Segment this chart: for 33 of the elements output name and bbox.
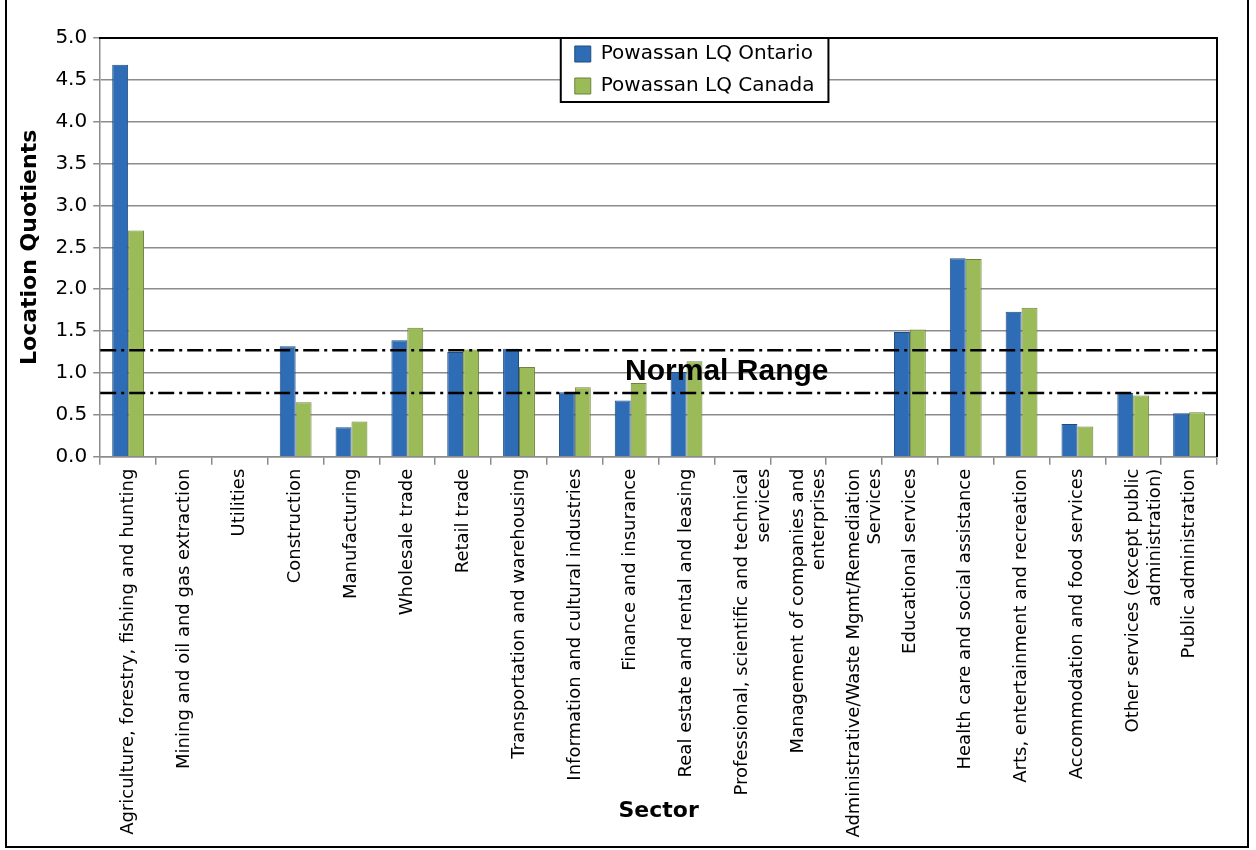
x-tick-label: Health care and social assistance bbox=[953, 468, 975, 770]
y-tick-label: 0.0 bbox=[55, 442, 88, 467]
x-tick-label: Real estate and rental and leasing bbox=[674, 468, 696, 778]
x-tick-label: Other services (except public administration) bbox=[1120, 468, 1164, 733]
x-tick-label: Finance and insurance bbox=[618, 468, 640, 671]
legend-label: Powassan LQ Ontario bbox=[600, 40, 813, 65]
y-tick-label: 4.0 bbox=[55, 107, 88, 132]
x-tick-label: Retail trade bbox=[450, 468, 472, 574]
y-tick-label: 1.0 bbox=[55, 359, 88, 384]
x-tick-label: Accommodation and food services bbox=[1065, 468, 1087, 780]
x-tick-label: Arts, entertainment and recreation bbox=[1009, 468, 1031, 783]
legend-label: Powassan LQ Canada bbox=[600, 72, 815, 97]
y-tick-label: 5.0 bbox=[55, 24, 88, 49]
x-tick-label: Professional, scientific and technical services bbox=[730, 468, 773, 796]
x-tick-label: Manufacturing bbox=[339, 468, 361, 600]
y-tick-label: 1.5 bbox=[55, 317, 88, 342]
x-tick-label: Educational services bbox=[897, 468, 919, 654]
y-tick-label: 3.0 bbox=[55, 191, 88, 216]
y-tick-label: 2.5 bbox=[55, 233, 88, 258]
x-tick-label: Public administration bbox=[1176, 468, 1198, 659]
y-axis-title: Location Quotients bbox=[15, 129, 41, 365]
y-tick-label: 2.0 bbox=[55, 275, 88, 300]
y-tick-label: 0.5 bbox=[55, 401, 88, 426]
y-tick-label: 3.5 bbox=[55, 149, 88, 174]
x-tick-label: Wholesale trade bbox=[395, 468, 416, 616]
x-tick-label: Construction bbox=[283, 468, 305, 584]
x-axis-title: Sector bbox=[618, 796, 699, 822]
x-tick-label: Transportation and warehousing bbox=[506, 468, 528, 760]
y-tick-label: 4.5 bbox=[55, 66, 88, 91]
x-tick-label: Mining and oil and gas extraction bbox=[171, 468, 193, 769]
x-tick-label: Information and cultural industries bbox=[562, 468, 584, 781]
x-tick-label: Agriculture, forestry, fishing and hunting bbox=[115, 468, 137, 835]
x-tick-label: Utilities bbox=[227, 468, 249, 537]
